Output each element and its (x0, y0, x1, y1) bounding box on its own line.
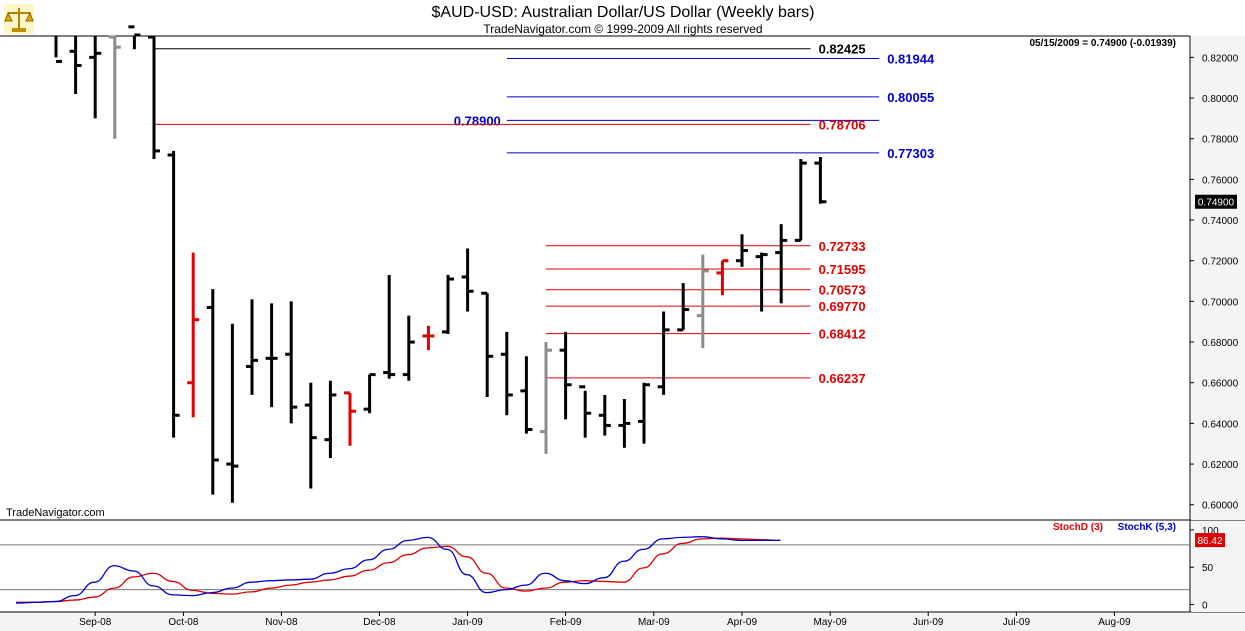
price-tick-label: 0.70000 (1202, 297, 1239, 308)
price-tick-label: 0.64000 (1202, 419, 1239, 430)
level-label: 0.77303 (887, 146, 934, 161)
date-tick-label: May-09 (814, 617, 848, 628)
level-label: 0.81944 (887, 51, 935, 66)
stoch-value-label: 86.42 (1197, 536, 1222, 547)
legend-stochd: StochD (3) (1053, 522, 1103, 533)
date-tick-label: Mar-09 (638, 617, 670, 628)
last-price-label: 0.74900 (1198, 198, 1235, 209)
date-tick-label: Feb-09 (550, 617, 582, 628)
price-axis-bg (1191, 36, 1245, 520)
stoch-value-box (1195, 533, 1225, 548)
price-tick-label: 0.62000 (1202, 460, 1239, 471)
level-label: 0.82425 (819, 42, 866, 57)
chart-title: $AUD-USD: Australian Dollar/US Dollar (W… (432, 4, 815, 21)
watermark: TradeNavigator.com (6, 507, 105, 519)
date-axis: Sep-08 Oct-08 Nov-08 Dec-08 Jan-09 Feb-09 Mar-… (79, 612, 1131, 628)
scales-logo-icon (4, 4, 34, 34)
legend-stochk: StochK (5,3) (1118, 522, 1176, 533)
level-label: 0.78900 (454, 113, 501, 128)
price-tick-label: 0.78000 (1202, 135, 1239, 146)
level-label: 0.68412 (819, 327, 866, 342)
date-tick-label: Jan-09 (452, 617, 483, 628)
stoch-tick-label: 50 (1202, 563, 1214, 574)
level-lines: 0.82425 0.81944 0.80055 0.78900 0.78706 0.773… (154, 42, 935, 386)
price-tick-label: 0.66000 (1202, 379, 1239, 390)
quote-readout: 05/15/2009 = 0.74900 (-0.01939) (1029, 38, 1176, 49)
price-axis: 0.82000 0.80000 0.78000 0.76000 0.74000 0.720… (1190, 53, 1239, 512)
stoch-tick-label: 0 (1202, 601, 1208, 612)
level-label: 0.80055 (887, 90, 934, 105)
stoch-series-line (16, 537, 781, 603)
date-tick-label: Jul-09 (1003, 617, 1031, 628)
price-tick-label: 0.76000 (1202, 175, 1239, 186)
price-tick-label: 0.60000 (1202, 501, 1239, 512)
date-tick-label: Nov-08 (265, 617, 298, 628)
level-label: 0.72733 (819, 239, 866, 254)
stoch-series-line (15, 536, 781, 604)
stoch-tick-label: 100 (1202, 526, 1219, 537)
level-label: 0.78706 (819, 117, 866, 132)
price-bars (54, 25, 827, 503)
price-tick-label: 0.82000 (1202, 53, 1239, 64)
date-axis-bg (0, 613, 1245, 631)
price-tick-label: 0.68000 (1202, 338, 1239, 349)
price-tick-label: 0.72000 (1202, 257, 1239, 268)
level-label: 0.69770 (819, 299, 866, 314)
price-tick-label: 0.74000 (1202, 216, 1239, 227)
price-panel-frame (0, 35, 1245, 612)
price-tick-label: 0.80000 (1202, 94, 1239, 105)
date-tick-label: Sep-08 (79, 617, 112, 628)
level-label: 0.66237 (819, 371, 866, 386)
date-tick-label: Oct-08 (168, 617, 198, 628)
date-tick-label: Apr-09 (727, 617, 757, 628)
chart-subtitle: TradeNavigator.com © 1999-2009 All right… (483, 22, 762, 36)
date-tick-label: Jun-09 (913, 617, 944, 628)
stochastic-panel: 100 50 0 86.42 (0, 526, 1225, 612)
level-label: 0.70573 (819, 283, 866, 298)
date-tick-label: Aug-09 (1098, 617, 1131, 628)
date-tick-label: Dec-08 (363, 617, 396, 628)
level-label: 0.71595 (819, 262, 866, 277)
last-price-box (1195, 194, 1237, 209)
